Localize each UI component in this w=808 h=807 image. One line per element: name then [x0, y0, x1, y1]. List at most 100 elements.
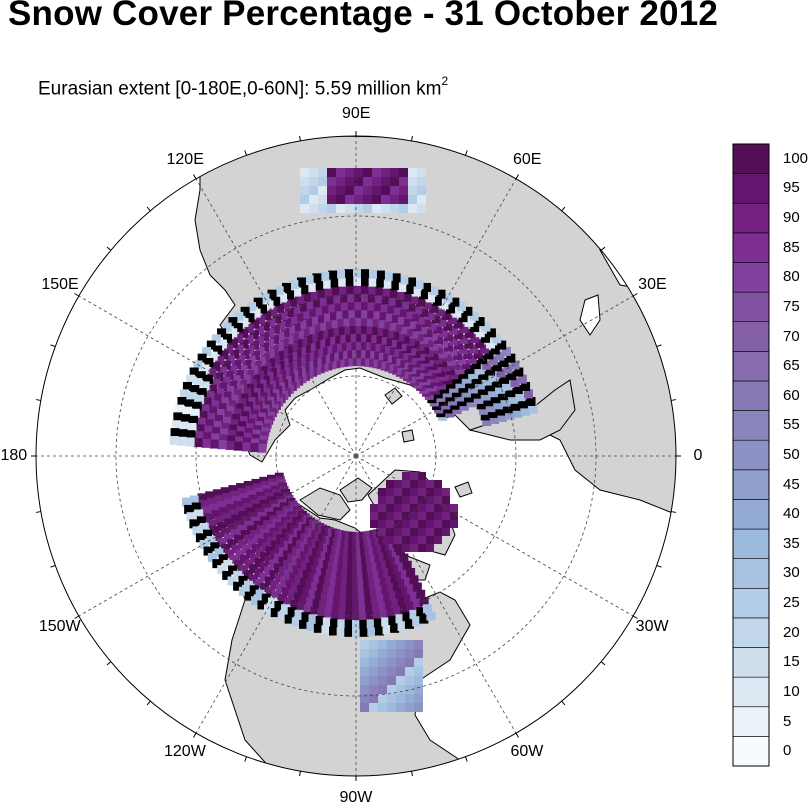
snow-cell: [317, 608, 327, 618]
snow-cell: [264, 566, 274, 576]
snow-cell: [497, 412, 507, 422]
snow-cell: [242, 432, 252, 442]
snow-cell: [377, 335, 387, 345]
snow-cell: [231, 375, 241, 385]
snow-cell: [471, 360, 481, 370]
snow-cell: [315, 288, 325, 298]
snow-cell: [497, 340, 507, 350]
snow-cell: [360, 685, 369, 694]
longitude-tick: [299, 135, 301, 141]
snow-cell: [254, 568, 264, 578]
snow-cell: [231, 514, 241, 524]
snow-cell: [415, 315, 425, 325]
longitude-label: 150W: [38, 618, 81, 635]
snow-cell: [301, 612, 311, 622]
snow-cell: [426, 512, 434, 520]
snow-cell: [311, 323, 321, 333]
snow-cell: [357, 333, 367, 343]
snow-cell: [414, 667, 423, 676]
snow-cell: [397, 596, 407, 606]
snow-cell: [402, 520, 410, 528]
snow-cell: [300, 204, 309, 213]
snow-cell: [278, 566, 288, 576]
snow-cell: [365, 293, 375, 303]
snow-cell: [364, 595, 374, 605]
longitude-tick: [632, 615, 638, 619]
snow-cell: [428, 331, 438, 341]
snow-cell: [381, 204, 390, 213]
snow-cell: [378, 676, 387, 685]
snow-cell: [392, 323, 402, 333]
snow-cell: [224, 344, 234, 354]
snow-cell: [399, 195, 408, 204]
snow-cell: [203, 546, 213, 556]
snow-cell: [186, 430, 196, 440]
longitude-label: 120W: [164, 743, 206, 761]
snow-cell: [360, 667, 369, 676]
snow-cell: [420, 344, 430, 354]
snow-cell: [238, 416, 248, 426]
snow-cell: [410, 496, 418, 504]
snow-cell: [229, 394, 239, 404]
snow-cell: [309, 186, 318, 195]
snow-cell: [412, 617, 422, 627]
snow-cell: [417, 177, 426, 186]
snow-cell: [300, 186, 309, 195]
snow-cell: [499, 357, 509, 367]
snow-cell: [207, 368, 217, 378]
snow-cell: [463, 349, 473, 359]
snow-cell: [274, 601, 284, 611]
colorbar-label: 10: [783, 682, 800, 700]
snow-cell: [369, 667, 378, 676]
snow-cell: [399, 186, 408, 195]
snow-cell: [187, 392, 197, 402]
snow-cell: [244, 534, 254, 544]
snow-cell: [404, 285, 414, 295]
snow-cell: [304, 300, 314, 310]
colorbar-label: 75: [783, 297, 800, 315]
snow-cell: [178, 429, 188, 439]
snow-cell: [237, 488, 247, 498]
snow-cell: [203, 425, 213, 435]
snow-cell: [245, 485, 255, 495]
snow-cell: [226, 429, 236, 439]
colorbar-label: 95: [783, 179, 800, 197]
colorbar-label: 45: [783, 475, 800, 493]
snow-cell: [294, 575, 304, 585]
snow-cell: [340, 579, 350, 589]
snow-cell: [276, 583, 285, 593]
snow-cell: [283, 559, 293, 569]
snow-cell: [461, 360, 471, 370]
snow-cell: [175, 404, 185, 414]
snow-cell: [406, 302, 416, 312]
snow-cell: [248, 392, 258, 402]
snow-cell: [332, 342, 342, 352]
colorbar-swatch: [732, 558, 770, 589]
snow-cell: [325, 303, 335, 313]
snow-cell: [291, 322, 301, 332]
meridian-line: [195, 178, 357, 457]
snow-cell: [352, 301, 361, 310]
snow-cell: [322, 617, 332, 627]
snow-cell: [452, 308, 462, 318]
snow-cell: [456, 302, 466, 312]
snow-cell: [337, 563, 347, 573]
longitude-tick: [656, 344, 662, 348]
snow-cell: [465, 379, 475, 389]
snow-cell: [285, 325, 295, 335]
snow-cell: [342, 555, 352, 565]
snow-cell: [306, 622, 316, 632]
snow-cell: [381, 195, 390, 204]
snow-cell: [412, 322, 422, 332]
snow-cell: [218, 554, 228, 564]
latitude-circle: [195, 295, 517, 617]
snow-cell: [323, 344, 333, 354]
snow-cell: [352, 596, 361, 605]
snow-cell: [281, 282, 291, 292]
snow-cell: [409, 329, 419, 339]
snow-cell: [205, 391, 215, 401]
snow-cell: [321, 312, 331, 322]
snow-cell: [345, 195, 354, 204]
snow-cell: [306, 307, 316, 317]
snow-cell: [275, 331, 285, 341]
